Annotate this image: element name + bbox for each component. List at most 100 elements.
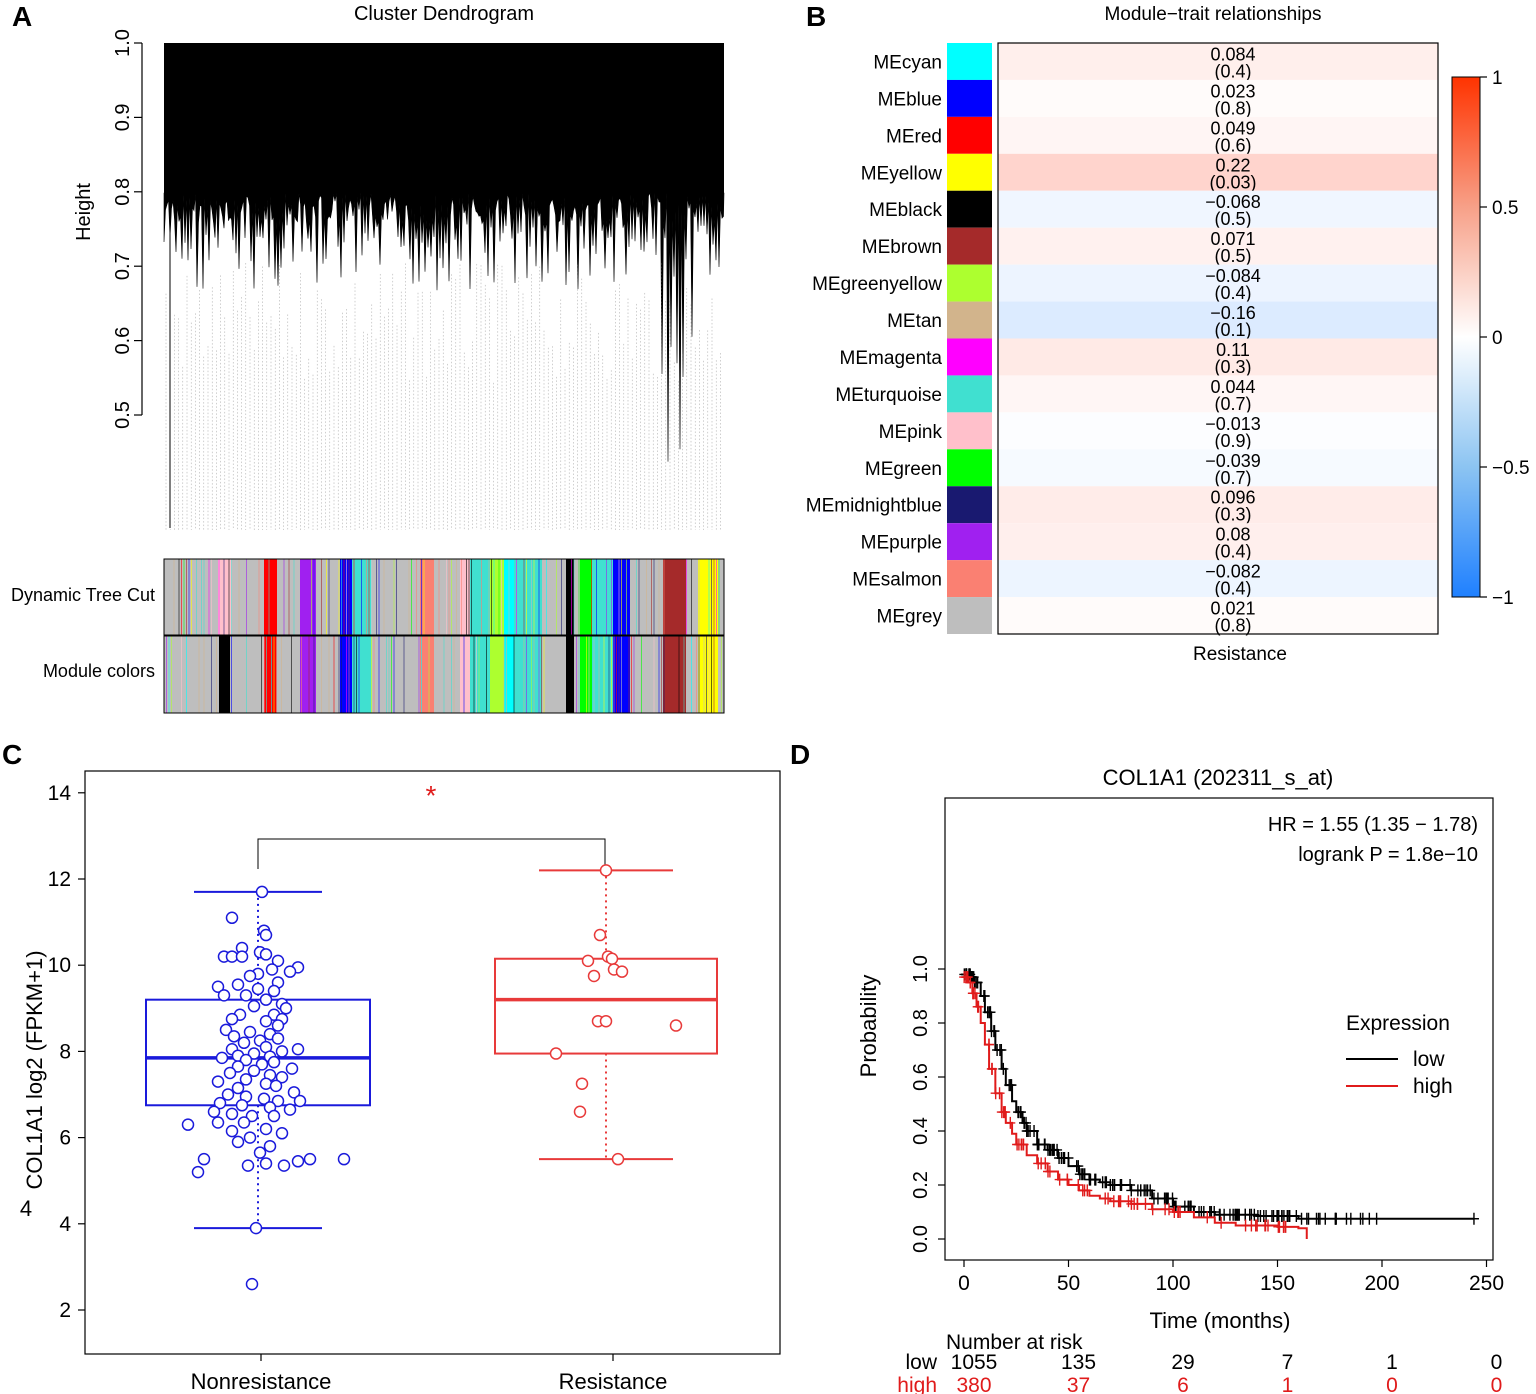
boxplot-boxes	[145, 864, 718, 1291]
km-x-label: Time (months)	[1150, 1308, 1291, 1333]
cell-pvalue-meblue: (0.8)	[1214, 98, 1251, 118]
cell-pvalue-mepurple: (0.4)	[1214, 542, 1251, 562]
risk-count-low-250: 0	[1491, 1351, 1503, 1374]
cell-correlation-mebrown: 0.071	[1210, 229, 1255, 249]
heatmap-cell-memagenta	[998, 338, 1438, 376]
track-segment	[663, 559, 686, 635]
panel-c: C 2 4 6 8 10 12 14 Nonresistance Resistance COL…	[2, 739, 781, 1394]
boxplot-frame	[84, 770, 781, 1355]
nonresistance-point	[275, 1071, 289, 1084]
km-y-ticks: 0.0 0.2 0.4 0.6 0.8 1.0	[910, 955, 945, 1253]
nonresistance-box	[145, 998, 371, 1107]
track-segment	[420, 559, 434, 635]
dendrogram-y-tick-label-0: 0.5	[112, 401, 134, 429]
track-segment	[504, 636, 514, 713]
panel-letter-c: C	[2, 739, 22, 770]
track-segment	[514, 559, 542, 635]
track-segment	[316, 636, 340, 713]
km-censor-low	[1255, 1210, 1266, 1223]
colorbar-tick-label-2: 0	[1492, 328, 1503, 349]
boxplot-y-label: COL1A1 log2 (FPKM+1)	[22, 950, 47, 1189]
cell-pvalue-megreenyellow: (0.4)	[1214, 283, 1251, 303]
module-label-memidnightblue: MEmidnightblue	[806, 496, 942, 517]
resistance-point	[615, 965, 629, 978]
nonresistance-point	[245, 1277, 259, 1291]
colorbar-ticks: 1 0.5 0 −0.5 −1	[1480, 68, 1530, 609]
boxplot-x-ticks: Nonresistance Resistance	[191, 1354, 667, 1394]
module-label-megreen: MEgreen	[865, 459, 942, 480]
km-censor-high	[1263, 1219, 1273, 1232]
risk-count-high-0: 380	[956, 1374, 991, 1394]
km-censor-low	[1468, 1212, 1479, 1225]
nonresistance-point	[231, 1081, 245, 1095]
nonresistance-point	[253, 1146, 267, 1159]
km-censor-high	[961, 971, 972, 984]
nonresistance-point	[277, 1159, 291, 1172]
dendrogram-y-tick-label-4: 0.9	[112, 103, 134, 131]
km-censor-low	[984, 1006, 995, 1019]
km-legend: low high	[1346, 1048, 1453, 1098]
km-censor-low	[1341, 1212, 1352, 1225]
km-y-tick-label-2: 0.4	[910, 1117, 932, 1145]
track-frame	[163, 558, 725, 636]
km-censor-low	[1090, 1173, 1101, 1186]
module-swatch-megrey	[947, 597, 992, 634]
track-segment	[434, 636, 460, 713]
significance-bracket	[257, 838, 606, 869]
module-label-mered: MEred	[886, 126, 942, 147]
module-swatch-megreen	[947, 449, 992, 487]
track-segment	[164, 636, 218, 713]
boxplot-y-tick-label-0: 2	[59, 1299, 71, 1322]
km-censor-low	[994, 1044, 1005, 1056]
nonresistance-point	[259, 928, 273, 942]
dendrogram-branches	[163, 192, 725, 462]
track-segment	[470, 559, 490, 635]
nonresistance-point	[225, 911, 239, 925]
nonresistance-point	[239, 1073, 253, 1086]
track-segment	[232, 636, 264, 713]
nonresistance-point	[231, 1060, 245, 1073]
boxplot-y-tick-label-3: 8	[59, 1040, 71, 1063]
km-censor-low	[1194, 1206, 1205, 1218]
km-censor-high	[1005, 1116, 1016, 1129]
track-segment	[514, 636, 542, 713]
heatmap-cell-metan	[998, 301, 1438, 339]
track-segment	[352, 559, 372, 635]
panel-letter-a: A	[12, 1, 32, 32]
nonresistance-point	[275, 1045, 289, 1058]
km-censor-high	[1250, 1219, 1261, 1232]
heatmap-cell-mesalmon	[998, 560, 1438, 598]
nonresistance-point	[283, 1103, 297, 1116]
nonresistance-point	[225, 1012, 239, 1026]
track-segment	[460, 559, 470, 635]
km-y-tick-label-4: 0.8	[910, 1009, 932, 1037]
km-x-tick-label-2: 100	[1155, 1272, 1190, 1295]
nonresistance-point	[271, 1094, 285, 1108]
km-x-tick-label-5: 250	[1469, 1272, 1504, 1295]
km-censor-low	[1021, 1125, 1032, 1137]
track-segment	[592, 636, 613, 713]
track-segment	[264, 559, 277, 635]
heatmap-cell-mered	[998, 116, 1438, 154]
dendrogram-canopy	[164, 43, 724, 193]
km-censor-low	[1230, 1208, 1241, 1221]
risk-count-low-50: 135	[1061, 1351, 1096, 1374]
nonresistance-point	[243, 969, 257, 983]
module-label-mesalmon: MEsalmon	[852, 570, 942, 591]
nonresistance-point	[243, 1131, 257, 1144]
nonresistance-point	[225, 1107, 239, 1121]
track-label-module-colors: Module colors	[43, 661, 155, 681]
module-swatch-mecyan	[947, 43, 992, 80]
km-curve-high	[964, 976, 1308, 1239]
panel-a: A Cluster Dendrogram 0.50.60.70.80.91.0 …	[11, 1, 725, 714]
module-label-meturquoise: MEturquoise	[835, 385, 942, 406]
track-label-dynamic-tree-cut: Dynamic Tree Cut	[11, 585, 155, 605]
nonresistance-point	[259, 1157, 273, 1170]
km-censor-low	[1183, 1200, 1194, 1213]
dendrogram-y-tick-label-5: 1.0	[112, 29, 134, 57]
module-swatch-meblue	[947, 79, 992, 117]
nonresistance-point	[239, 989, 253, 1002]
km-censor-high	[987, 1062, 998, 1075]
panel-d: D COL1A1 (202311_s_at) HR = 1.55 (1.35 −…	[790, 739, 1504, 1394]
